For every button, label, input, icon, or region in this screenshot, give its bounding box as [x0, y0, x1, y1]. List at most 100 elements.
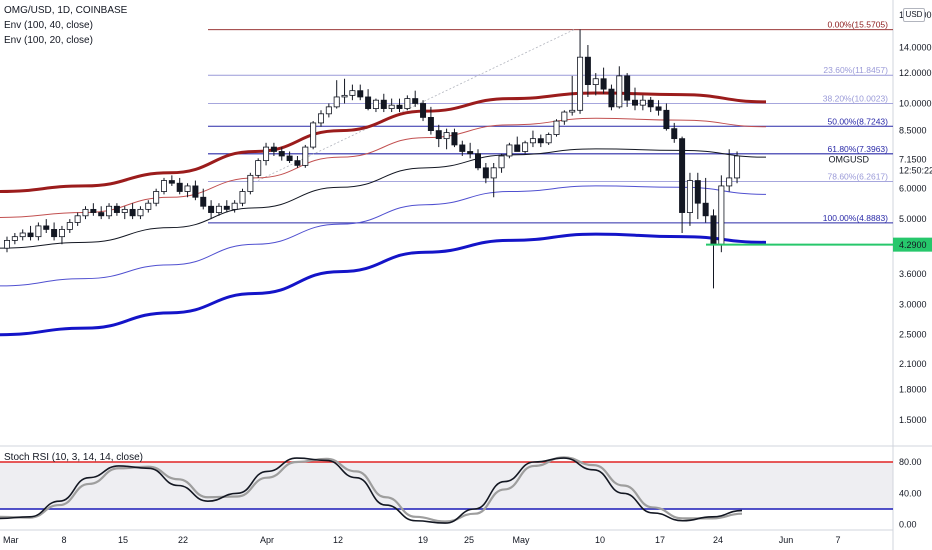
candle-up [66, 222, 73, 230]
stoch-tick-label: 0.00 [899, 520, 917, 530]
candle-up [726, 177, 733, 187]
legend-env-40[interactable]: Env (100, 40, close) [4, 20, 93, 31]
candle-up [490, 167, 497, 179]
time-tick-label: 10 [595, 535, 605, 545]
time-tick-label: 7 [835, 535, 840, 545]
candle-up [553, 120, 560, 135]
candle-up [333, 96, 340, 108]
candle-up [137, 208, 144, 217]
candle-up [443, 132, 450, 140]
fibonacci-retracement[interactable]: −38.20%(24.2384)−23.60%(20.4666)0.00%(15… [208, 0, 893, 224]
time-tick-label: May [512, 535, 530, 545]
price-tick-label: 14.0000 [899, 42, 932, 52]
time-tick-label: 12 [333, 535, 343, 545]
time-tick-label: 22 [178, 535, 188, 545]
candle-up [506, 144, 513, 157]
stoch-k-line [0, 457, 743, 524]
candle-up [106, 205, 113, 217]
candle-down [663, 109, 670, 130]
envelope-lower-20 [0, 185, 767, 287]
time-tick-label: Apr [260, 535, 274, 545]
candle-up [184, 185, 191, 192]
candle-up [302, 146, 309, 166]
bar-countdown: 12:50:22 [899, 165, 932, 175]
fib-level-label: 38.20%(10.0023) [823, 93, 888, 103]
candle-up [734, 155, 741, 179]
price-tick-label: 3.6000 [899, 269, 927, 279]
candle-down [694, 180, 701, 204]
candle-down [459, 144, 466, 152]
candle-up [74, 215, 81, 223]
candle-down [537, 138, 544, 144]
time-tick-label: 8 [61, 535, 66, 545]
time-tick-label: Mar [3, 535, 19, 545]
candle-down [43, 225, 50, 230]
candle-down [396, 104, 403, 109]
fib-level-label: 61.80%(7.3963) [828, 144, 889, 154]
time-tick-label: 17 [655, 535, 665, 545]
currency-button[interactable]: USD [903, 8, 925, 22]
candle-up [58, 229, 65, 238]
candle-down [286, 155, 293, 162]
support-price-badge [893, 237, 932, 252]
candle-down [176, 182, 183, 192]
fib-level-label: 78.60%(6.2617) [828, 172, 889, 182]
stoch-tick-label: 40.00 [899, 488, 922, 498]
candle-down [192, 185, 199, 198]
candle-down [380, 99, 387, 109]
candle-up [498, 155, 505, 169]
candle-down [474, 153, 481, 169]
candle-up [404, 98, 411, 109]
candle-up [145, 202, 152, 210]
candle-up [616, 75, 623, 108]
candle-down [223, 205, 230, 210]
candle-down [655, 106, 662, 111]
time-axis[interactable]: Mar 8 15 22 Apr 12 19 25 May 10 17 24 Jun 7 [3, 535, 841, 545]
candle-up [247, 174, 254, 192]
candle-down [702, 202, 709, 217]
candle-down [600, 78, 607, 90]
symbol-tag: OMGUSD [829, 154, 870, 164]
candle-down [90, 208, 97, 213]
candle-up [529, 138, 536, 144]
candle-up [388, 104, 395, 109]
candle-down [51, 229, 58, 238]
price-axis[interactable]: 17.000014.000012.000010.00008.50006.0000… [829, 10, 932, 530]
candle-down [451, 132, 458, 146]
candle-down [357, 90, 364, 98]
candle-down [278, 151, 285, 157]
stoch-rsi-pane[interactable] [0, 456, 893, 524]
candle-up [121, 208, 128, 213]
candle-up [349, 90, 356, 96]
candle-up [545, 134, 552, 144]
fib-level-label: 50.00%(8.7243) [828, 116, 889, 126]
candle-down [208, 205, 215, 213]
candle-down [129, 208, 136, 217]
candle-down [27, 232, 34, 238]
candle-up [153, 191, 160, 204]
fib-level-label: 100.00%(4.8883) [823, 213, 888, 223]
price-tick-label: 1.8000 [899, 384, 927, 394]
candle-down [632, 99, 639, 106]
candle-down [427, 117, 434, 132]
candle-down [412, 98, 419, 104]
candle-down [98, 212, 105, 217]
stoch-d-line [0, 456, 743, 523]
support-price-label: 4.2900 [899, 240, 927, 250]
candle-up [4, 240, 10, 249]
time-tick-label: Jun [779, 535, 794, 545]
envelope-upper-20 [0, 117, 767, 218]
price-tick-label: 10.0000 [899, 98, 932, 108]
candle-down [435, 130, 442, 140]
candle-down [168, 180, 175, 184]
candle-down [482, 167, 489, 179]
time-tick-label: 15 [118, 535, 128, 545]
legend-stoch-rsi[interactable]: Stoch RSI (10, 3, 14, 14, close) [4, 452, 143, 463]
candle-down [647, 99, 654, 108]
candle-up [577, 56, 584, 111]
price-tick-label: 2.1000 [899, 359, 927, 369]
candle-up [561, 111, 568, 122]
candle-up [718, 185, 725, 245]
legend-env-20[interactable]: Env (100, 20, close) [4, 35, 93, 46]
